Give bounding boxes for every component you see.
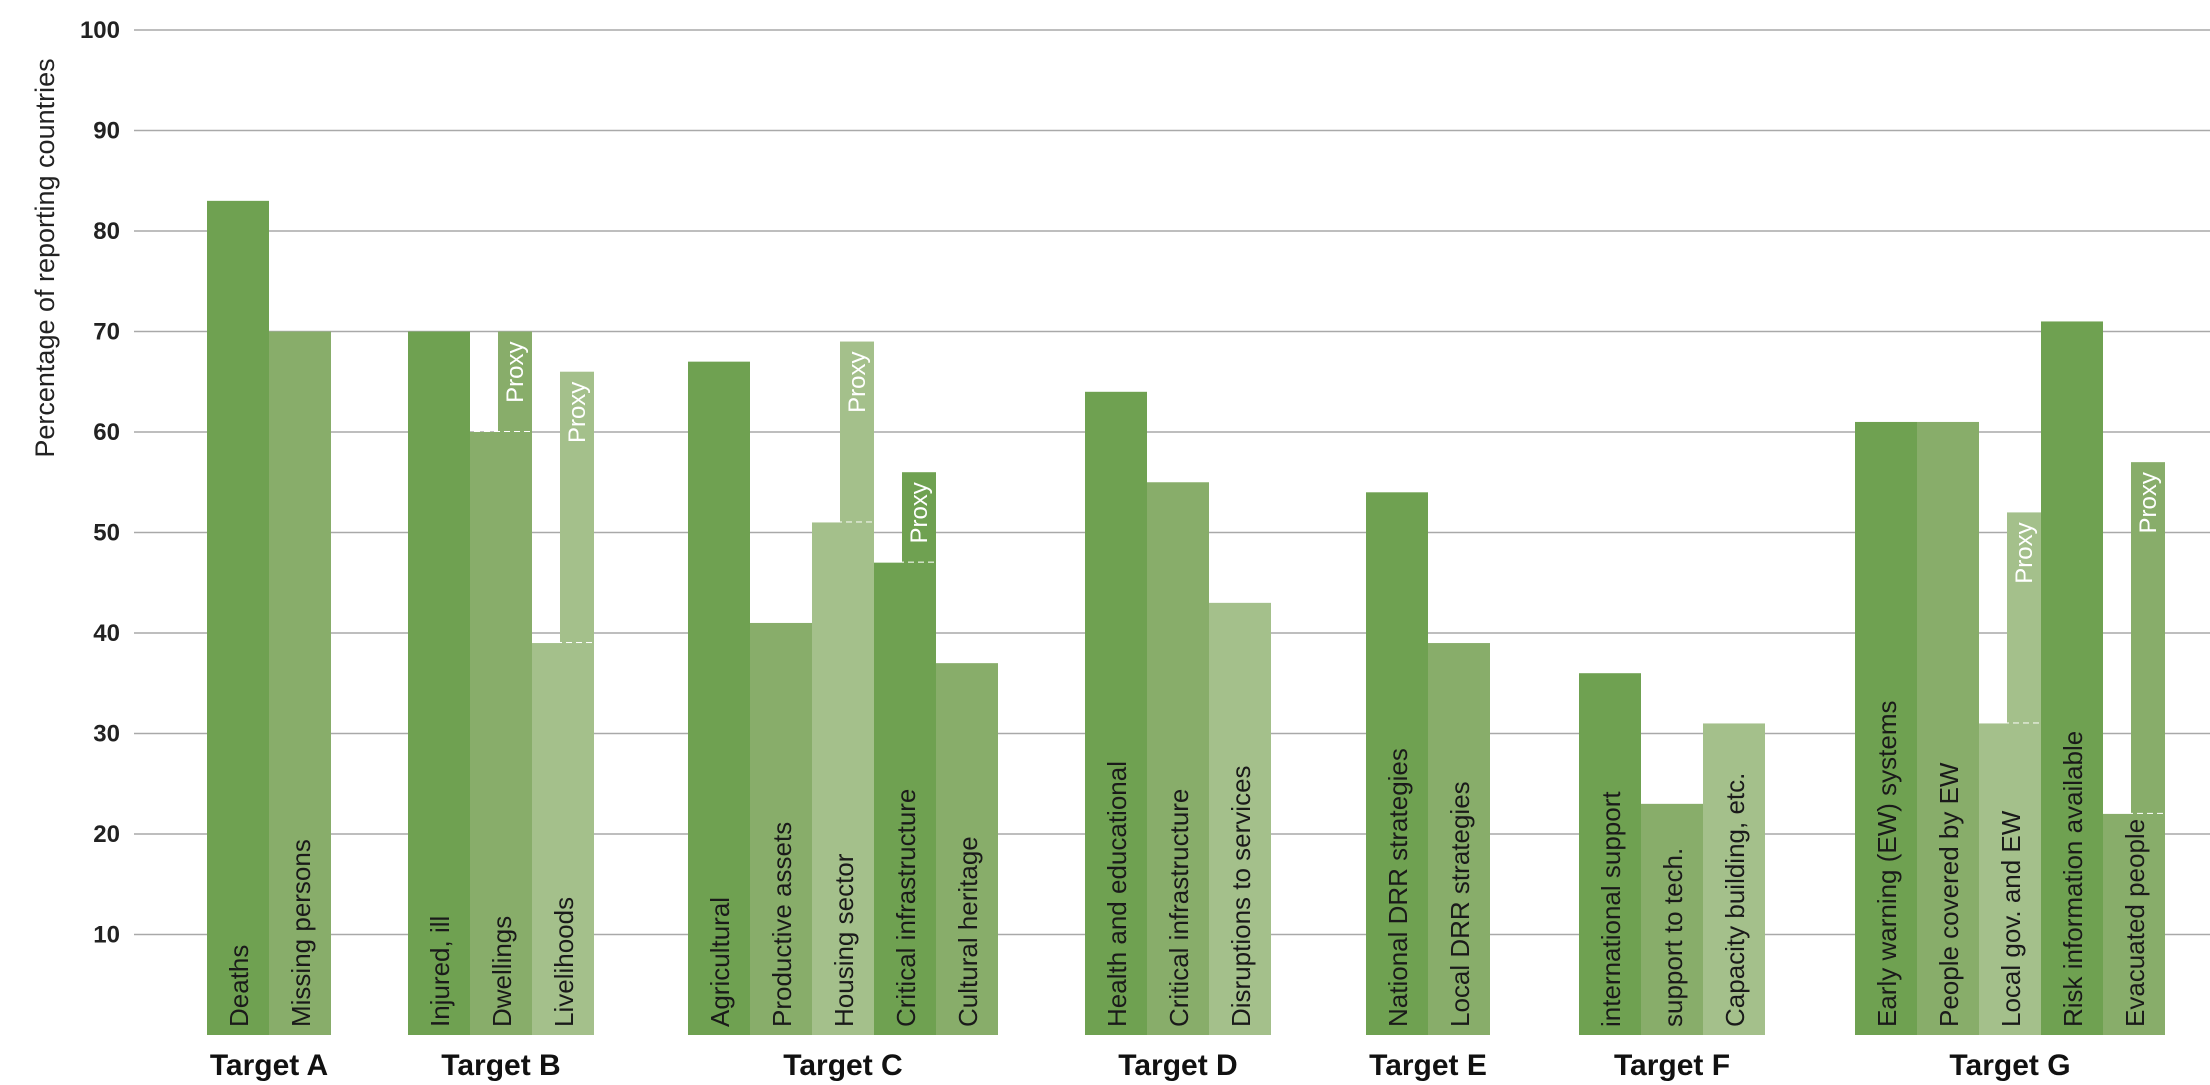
y-tick-label: 50 <box>93 520 120 547</box>
bar <box>1428 643 1490 1035</box>
y-tick-label: 70 <box>93 319 120 346</box>
proxy-label: Proxy <box>2011 522 2038 583</box>
proxy-label: Proxy <box>502 342 529 403</box>
y-axis-label: Percentage of reporting countries <box>30 58 60 457</box>
proxy-label: Proxy <box>906 482 933 543</box>
group-label: Target D <box>1118 1049 1237 1082</box>
bar <box>1085 391 1147 1035</box>
bar-label: Missing persons <box>286 839 316 1027</box>
y-tick-label: 100 <box>80 17 120 44</box>
bar-label: international support <box>1596 791 1626 1027</box>
bar-label: Critical infrastructure <box>1164 789 1194 1027</box>
bar <box>1147 482 1209 1035</box>
bar-labels: Deaths Missing persons Injured, ill Proxy Dw… <box>224 342 2162 1028</box>
bar-label: Disruptions to services <box>1226 765 1256 1027</box>
group-label: Target A <box>210 1049 328 1082</box>
bar <box>688 361 750 1035</box>
y-tick-label: 30 <box>93 721 120 748</box>
bar <box>1855 421 1917 1035</box>
bar <box>1703 723 1765 1035</box>
bar <box>936 663 998 1035</box>
y-tick-label: 60 <box>93 419 120 446</box>
bar-label: Critical infrastructure <box>891 789 921 1027</box>
y-tick-label: 90 <box>93 118 120 145</box>
bar-label: Agricultural <box>705 897 735 1027</box>
bar-segment <box>2007 723 2041 1035</box>
bar-label: People covered by EW <box>1934 762 1964 1027</box>
bar <box>1579 673 1641 1035</box>
bar-label: Risk information available <box>2058 731 2088 1027</box>
y-tick-label: 20 <box>93 821 120 848</box>
bar <box>874 562 902 1035</box>
bar-label: National DRR strategies <box>1383 748 1413 1027</box>
group-label: Target C <box>783 1049 902 1082</box>
bar-label: Capacity building, etc. <box>1720 773 1750 1027</box>
bar-segment <box>498 432 532 1035</box>
bar-segment <box>840 522 874 1035</box>
bar <box>1641 803 1703 1035</box>
bar <box>1917 421 1979 1035</box>
bar <box>532 643 560 1035</box>
group-label: Target B <box>441 1049 560 1082</box>
bars <box>207 200 2165 1036</box>
group-label: Target F <box>1614 1049 1730 1082</box>
group-label: Target E <box>1369 1049 1487 1082</box>
proxy-label: Proxy <box>2135 472 2162 533</box>
bar <box>1366 492 1428 1035</box>
bar-label: Evacuated people <box>2120 819 2150 1027</box>
bar <box>750 622 812 1035</box>
group-label: Target G <box>1949 1049 2070 1082</box>
bar <box>2041 321 2103 1035</box>
bar <box>1209 602 1271 1035</box>
y-axis: 10 20 30 40 50 60 70 80 90 100 <box>80 17 120 949</box>
bar <box>1979 723 2007 1035</box>
bar-label: Dwellings <box>487 916 517 1027</box>
proxy-label: Proxy <box>564 382 591 443</box>
bar-segment <box>560 643 594 1035</box>
group-labels: Target A Target B Target C Target D Target E… <box>210 1049 2071 1082</box>
bar-label: Local gov. and EW <box>1996 810 2026 1027</box>
bar <box>470 432 498 1035</box>
bar <box>269 331 331 1035</box>
bar-segment <box>2131 813 2165 1035</box>
bar <box>2103 813 2131 1035</box>
proxy-label: Proxy <box>844 352 871 413</box>
y-tick-label: 40 <box>93 620 120 647</box>
bar-label: Injured, ill <box>425 916 455 1027</box>
bar <box>408 331 470 1035</box>
bar <box>812 522 840 1035</box>
bar-label: Early warning (EW) systems <box>1872 701 1902 1028</box>
bar-label: Housing sector <box>829 853 859 1027</box>
y-tick-label: 10 <box>93 922 120 949</box>
bar-segment <box>902 562 936 1035</box>
bar-label: Deaths <box>224 945 254 1027</box>
bar-label: Local DRR strategies <box>1445 781 1475 1027</box>
bar-label: support to tech. <box>1658 848 1688 1027</box>
bar-label: Health and educational <box>1102 761 1132 1027</box>
bar-label: Cultural heritage <box>953 836 983 1027</box>
bar <box>207 200 269 1036</box>
y-tick-label: 80 <box>93 218 120 245</box>
bar-label: Productive assets <box>767 822 797 1027</box>
bar-label: Livelihoods <box>549 897 579 1027</box>
